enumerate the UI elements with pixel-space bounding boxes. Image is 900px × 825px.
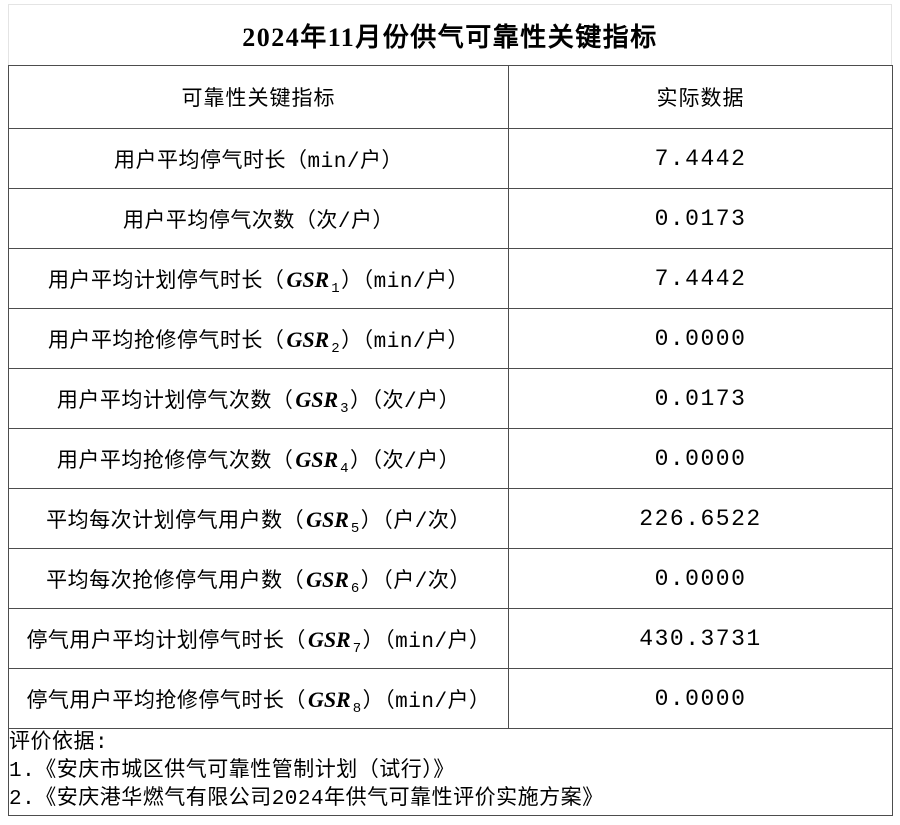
column-header-indicator: 可靠性关键指标 xyxy=(8,65,509,129)
table-row: 平均每次抢修停气用户数（GSR 6）（户/次） 0.0000 xyxy=(8,548,893,609)
value-cell: 226.6522 xyxy=(508,488,893,549)
indicator-cell: 用户平均抢修停气时长（GSR 2）（min/户） xyxy=(8,308,509,369)
indicator-label: 停气用户平均计划停气时长（ xyxy=(26,630,306,654)
value-cell: 7.4442 xyxy=(508,128,893,189)
table-row: 用户平均计划停气时长（GSR 1）（min/户） 7.4442 xyxy=(8,248,893,309)
footer-row: 评价依据: 1.《安庆市城区供气可靠性管制计划（试行）》 2.《安庆港华燃气有限… xyxy=(8,728,893,816)
indicator-label-unit: ）（min/户） xyxy=(341,330,470,354)
gsr-subscript: 8 xyxy=(352,700,362,717)
indicator-cell: 停气用户平均计划停气时长（GSR 7）（min/户） xyxy=(8,608,509,669)
footer-note: 2.《安庆港华燃气有限公司2024年供气可靠性评价实施方案》 xyxy=(9,788,604,811)
indicator-label-unit: ）（min/户） xyxy=(341,270,470,294)
indicator-label: 用户平均计划停气次数（ xyxy=(56,390,294,414)
value-cell: 7.4442 xyxy=(508,248,893,309)
indicator-label: 停气用户平均抢修停气时长（ xyxy=(26,690,306,714)
indicator-label: 用户平均停气次数（次/户） xyxy=(122,210,395,234)
gsr-subscript: 3 xyxy=(340,400,350,417)
value-cell: 0.0000 xyxy=(508,428,893,489)
indicator-cell: 用户平均停气次数（次/户） xyxy=(8,188,509,249)
indicator-cell: 用户平均计划停气时长（GSR 1）（min/户） xyxy=(8,248,509,309)
indicator-cell: 用户平均抢修停气次数（GSR 4）（次/户） xyxy=(8,428,509,489)
value-cell: 0.0173 xyxy=(508,368,893,429)
table-row: 平均每次计划停气用户数（GSR 5）（户/次） 226.6522 xyxy=(8,488,893,549)
indicators-table: 可靠性关键指标 实际数据 用户平均停气时长（min/户） 7.4442 用户平均停气… xyxy=(8,65,893,816)
page-title: 2024年11月份供气可靠性关键指标 xyxy=(242,22,658,52)
gsr-subscript: 7 xyxy=(352,640,362,657)
title-box: 2024年11月份供气可靠性关键指标 xyxy=(8,4,892,65)
indicator-label: 平均每次计划停气用户数（ xyxy=(46,510,305,534)
indicator-label-unit: ）（次/户） xyxy=(350,390,461,414)
table-row: 用户平均停气次数（次/户） 0.0173 xyxy=(8,188,893,249)
table-row: 用户平均计划停气次数（GSR 3）（次/户） 0.0173 xyxy=(8,368,893,429)
gsr-symbol: GSR xyxy=(307,686,351,712)
table-row: 停气用户平均抢修停气时长（GSR 8）（min/户） 0.0000 xyxy=(8,668,893,729)
gsr-symbol: GSR xyxy=(295,446,339,472)
footer-cell: 评价依据: 1.《安庆市城区供气可靠性管制计划（试行）》 2.《安庆港华燃气有限… xyxy=(8,728,893,816)
column-header-value: 实际数据 xyxy=(508,65,893,129)
indicator-label: 用户平均计划停气时长（ xyxy=(47,270,285,294)
indicator-cell: 平均每次抢修停气用户数（GSR 6）（户/次） xyxy=(8,548,509,609)
gsr-subscript: 4 xyxy=(340,460,350,477)
table-row: 停气用户平均计划停气时长（GSR 7）（min/户） 430.3731 xyxy=(8,608,893,669)
footer-note: 1.《安庆市城区供气可靠性管制计划（试行）》 xyxy=(9,760,455,783)
gsr-subscript: 5 xyxy=(350,520,360,537)
indicator-label-unit: ）（户/次） xyxy=(360,510,471,534)
gsr-symbol: GSR xyxy=(295,386,339,412)
value-cell: 0.0000 xyxy=(508,668,893,729)
gsr-symbol: GSR xyxy=(286,266,330,292)
gsr-symbol: GSR xyxy=(306,506,349,532)
gsr-subscript: 1 xyxy=(331,280,341,297)
indicator-label: 平均每次抢修停气用户数（ xyxy=(46,570,305,594)
value-cell: 0.0000 xyxy=(508,308,893,369)
indicator-cell: 平均每次计划停气用户数（GSR 5）（户/次） xyxy=(8,488,509,549)
indicator-label: 用户平均抢修停气次数（ xyxy=(56,450,294,474)
indicator-label-unit: ）（户/次） xyxy=(360,570,471,594)
indicator-cell: 停气用户平均抢修停气时长（GSR 8）（min/户） xyxy=(8,668,509,729)
value-cell: 0.0000 xyxy=(508,548,893,609)
table-row: 用户平均停气时长（min/户） 7.4442 xyxy=(8,128,893,189)
indicator-label-unit: ）（次/户） xyxy=(350,450,461,474)
gsr-symbol: GSR xyxy=(306,566,349,592)
gsr-subscript: 6 xyxy=(350,580,360,597)
indicator-label: 用户平均停气时长（min/户） xyxy=(114,150,403,174)
indicator-cell: 用户平均停气时长（min/户） xyxy=(8,128,509,189)
header-row: 可靠性关键指标 实际数据 xyxy=(8,65,893,129)
indicator-label-unit: ）（min/户） xyxy=(362,690,491,714)
gsr-subscript: 2 xyxy=(331,340,341,357)
table-row: 用户平均抢修停气次数（GSR 4）（次/户） 0.0000 xyxy=(8,428,893,489)
indicator-cell: 用户平均计划停气次数（GSR 3）（次/户） xyxy=(8,368,509,429)
table-row: 用户平均抢修停气时长（GSR 2）（min/户） 0.0000 xyxy=(8,308,893,369)
indicator-label-unit: ）（min/户） xyxy=(362,630,491,654)
value-cell: 0.0173 xyxy=(508,188,893,249)
footer-heading: 评价依据: xyxy=(9,732,109,755)
value-cell: 430.3731 xyxy=(508,608,893,669)
gsr-symbol: GSR xyxy=(307,626,351,652)
gsr-symbol: GSR xyxy=(286,326,330,352)
indicator-label: 用户平均抢修停气时长（ xyxy=(47,330,285,354)
